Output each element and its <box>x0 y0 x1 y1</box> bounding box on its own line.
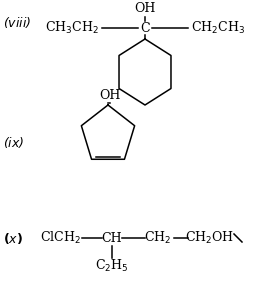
Text: OH: OH <box>99 88 121 101</box>
Text: ($x$): ($x$) <box>3 230 23 245</box>
Text: C$_2$H$_5$: C$_2$H$_5$ <box>95 258 129 274</box>
Text: OH: OH <box>134 2 156 16</box>
Text: CH: CH <box>102 232 122 244</box>
Text: ClCH$_2$: ClCH$_2$ <box>40 230 80 246</box>
Text: ($ix$): ($ix$) <box>3 134 24 149</box>
Text: C: C <box>140 22 150 34</box>
Text: CH$_2$: CH$_2$ <box>145 230 172 246</box>
Text: ($viii$): ($viii$) <box>3 14 31 29</box>
Text: CH$_2$CH$_3$: CH$_2$CH$_3$ <box>191 20 245 36</box>
Text: CH$_2$OH: CH$_2$OH <box>186 230 235 246</box>
Text: CH$_3$CH$_2$: CH$_3$CH$_2$ <box>45 20 99 36</box>
